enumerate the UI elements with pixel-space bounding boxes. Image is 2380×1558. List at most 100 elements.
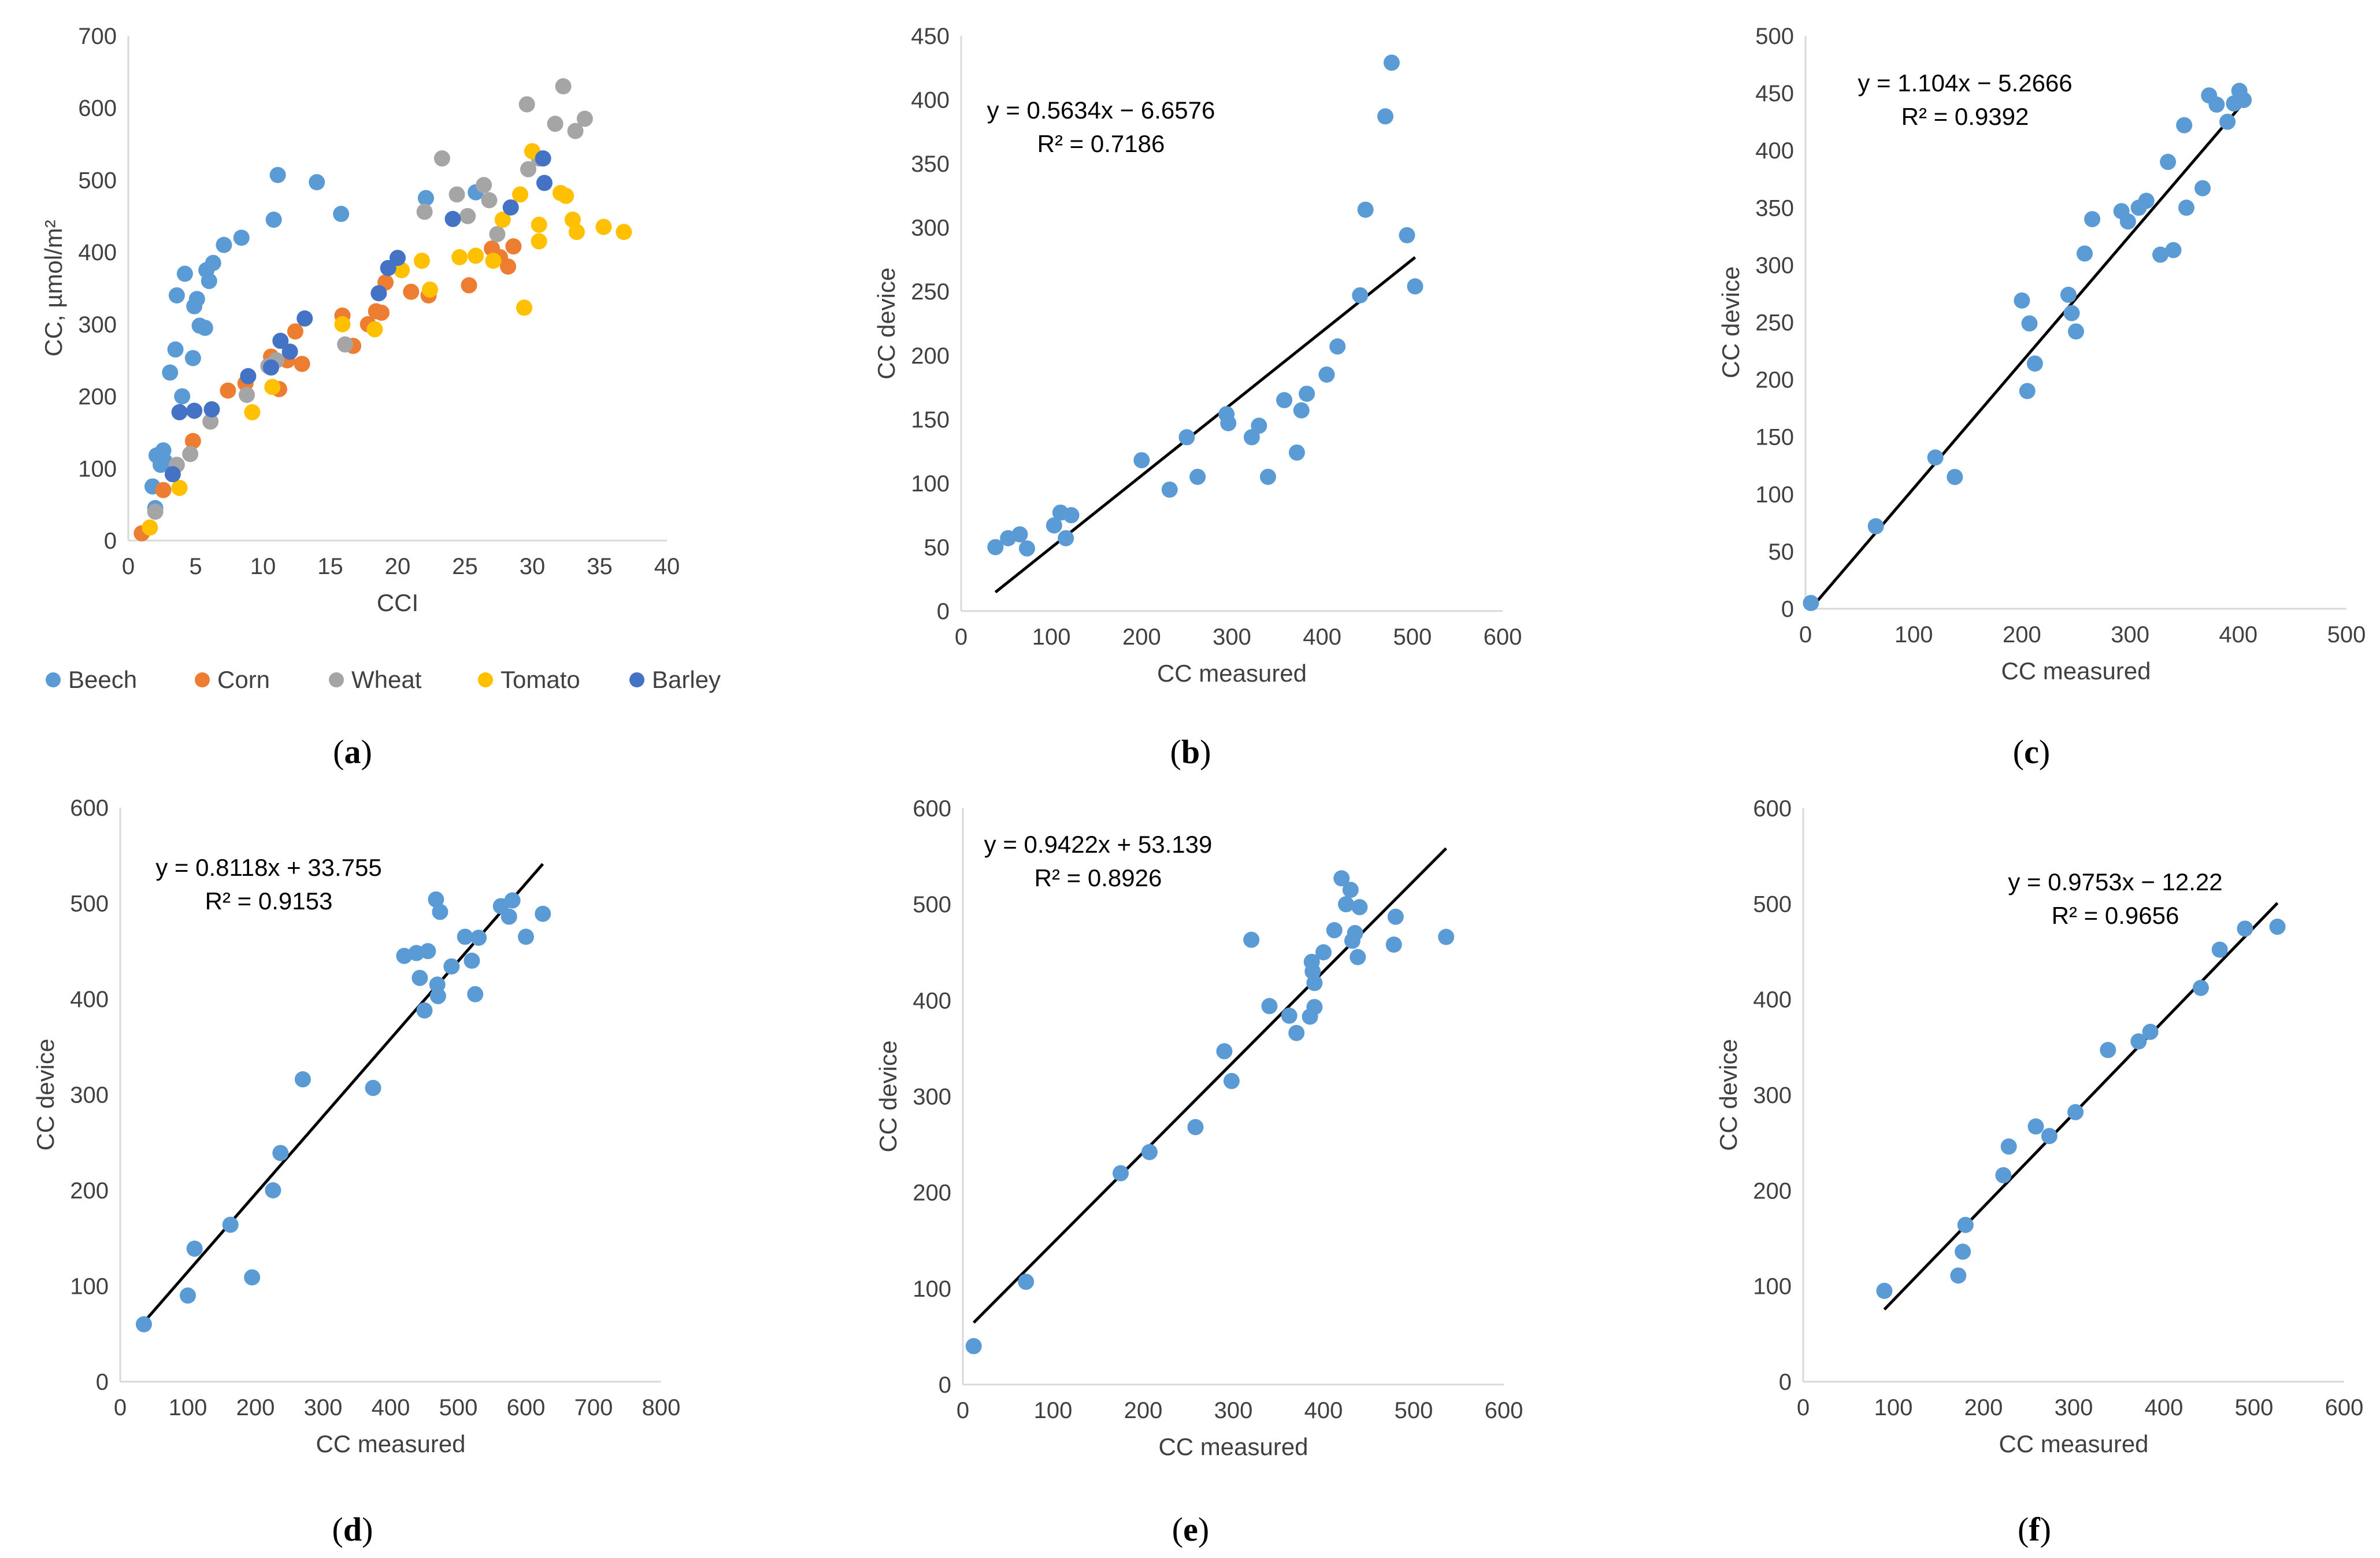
data-point-tomato	[142, 519, 158, 536]
data-point	[135, 1316, 152, 1333]
data-point-barley	[171, 404, 188, 421]
data-point	[1133, 452, 1150, 469]
data-point	[2119, 213, 2136, 230]
data-point	[1329, 338, 1346, 355]
legend-label: Corn	[217, 666, 270, 693]
data-point	[1326, 922, 1343, 939]
data-point	[1377, 108, 1393, 125]
y-tick-label: 250	[911, 279, 950, 305]
x-tick-label: 400	[2219, 622, 2257, 647]
data-point	[1161, 481, 1178, 498]
data-point	[2041, 1128, 2058, 1145]
y-tick-label: 100	[913, 1276, 951, 1302]
data-point	[2067, 1104, 2084, 1120]
data-point	[2019, 383, 2036, 399]
panel-label-open: (	[2013, 733, 2024, 771]
y-tick-label: 200	[1753, 1178, 1792, 1204]
trendline	[972, 847, 1447, 1324]
x-tick-label: 100	[1874, 1395, 1913, 1420]
data-point	[1299, 386, 1315, 402]
y-tick-label: 100	[1755, 482, 1794, 508]
x-tick-label: 400	[1303, 624, 1341, 650]
data-point-corn	[403, 283, 420, 300]
panel-label-open: (	[2018, 1511, 2029, 1548]
x-tick-label: 0	[957, 1398, 969, 1423]
data-point	[1259, 468, 1276, 485]
data-point-barley	[380, 260, 396, 276]
data-point	[1306, 998, 1323, 1015]
panel-label: (d)	[332, 1511, 373, 1548]
data-point-wheat	[459, 208, 476, 224]
x-tick-label: 100	[1034, 1398, 1073, 1423]
data-point-beech	[197, 320, 213, 336]
y-tick-label: 0	[1781, 597, 1794, 622]
data-point	[1019, 540, 1036, 557]
x-tick-label: 600	[1484, 624, 1522, 650]
y-tick-label: 500	[70, 891, 109, 917]
data-point	[2000, 1138, 2017, 1155]
data-point	[2027, 1118, 2044, 1135]
data-point	[1867, 518, 1884, 535]
data-point	[1141, 1143, 1158, 1160]
data-point-wheat	[476, 177, 492, 194]
data-point-corn	[461, 277, 477, 294]
data-point	[1947, 469, 1963, 486]
x-tick-label: 100	[1032, 624, 1071, 650]
data-point	[2142, 1023, 2159, 1040]
data-point-corn	[287, 323, 303, 340]
panel-label: (c)	[2013, 733, 2050, 771]
data-point-beech	[201, 273, 217, 290]
data-point	[186, 1240, 203, 1257]
data-point-wheat	[567, 123, 584, 139]
data-point-corn	[505, 238, 522, 255]
data-point	[2269, 919, 2286, 935]
x-tick-label: 500	[2235, 1395, 2274, 1420]
data-point-tomato	[334, 316, 351, 332]
data-point-beech	[265, 212, 282, 228]
data-point	[1342, 882, 1359, 898]
data-point-tomato	[512, 186, 529, 203]
r-squared-label: R² = 0.9656	[2052, 902, 2179, 929]
y-axis-title: CC device	[874, 1041, 902, 1153]
x-tick-label: 20	[385, 554, 411, 579]
y-tick-label: 300	[911, 216, 950, 241]
data-point	[1315, 944, 1332, 961]
x-tick-label: 15	[317, 554, 343, 579]
data-point-wheat	[481, 192, 498, 209]
data-point	[2130, 1033, 2147, 1050]
panel-label-close: )	[2039, 733, 2050, 771]
data-point	[1220, 415, 1237, 431]
data-point-tomato	[366, 321, 383, 338]
y-tick-label: 300	[78, 312, 117, 338]
data-point-wheat	[433, 150, 450, 167]
data-point-beech	[269, 166, 286, 183]
data-point	[1178, 429, 1195, 446]
panel-label-open: (	[332, 1511, 343, 1548]
data-point	[1876, 1282, 1893, 1299]
data-point	[1352, 287, 1369, 304]
chart-panel-e: 0 100 200 300 400 500 600 0 100 200 300 400 500 600 CC…	[874, 796, 1523, 1548]
data-point	[272, 1145, 289, 1161]
x-axis-title: CC measured	[316, 1430, 465, 1457]
y-tick-label: 50	[924, 535, 950, 560]
x-tick-label: 200	[236, 1395, 275, 1420]
data-point-beech	[309, 174, 325, 191]
panel-label-open: (	[1170, 733, 1181, 771]
data-point-beech	[168, 287, 185, 304]
panel-label-letter: d	[343, 1511, 362, 1548]
data-point	[2060, 286, 2077, 303]
data-point	[2100, 1042, 2116, 1059]
data-point-tomato	[171, 479, 188, 496]
data-point	[2192, 979, 2209, 996]
data-point	[2068, 323, 2084, 340]
data-point-wheat	[416, 203, 433, 220]
data-point	[1338, 896, 1354, 913]
data-point	[501, 908, 517, 925]
data-point	[1018, 1274, 1035, 1290]
chart-panel-c: 0 100 200 300 400 500 0 50 100 150 200 250 300 350 400…	[1717, 24, 2366, 771]
data-point-wheat	[239, 387, 255, 404]
y-axis-title: CC device	[873, 268, 900, 380]
legend-marker-corn	[195, 672, 210, 687]
panel-label-close: )	[1198, 1511, 1209, 1548]
data-point	[2237, 920, 2253, 937]
